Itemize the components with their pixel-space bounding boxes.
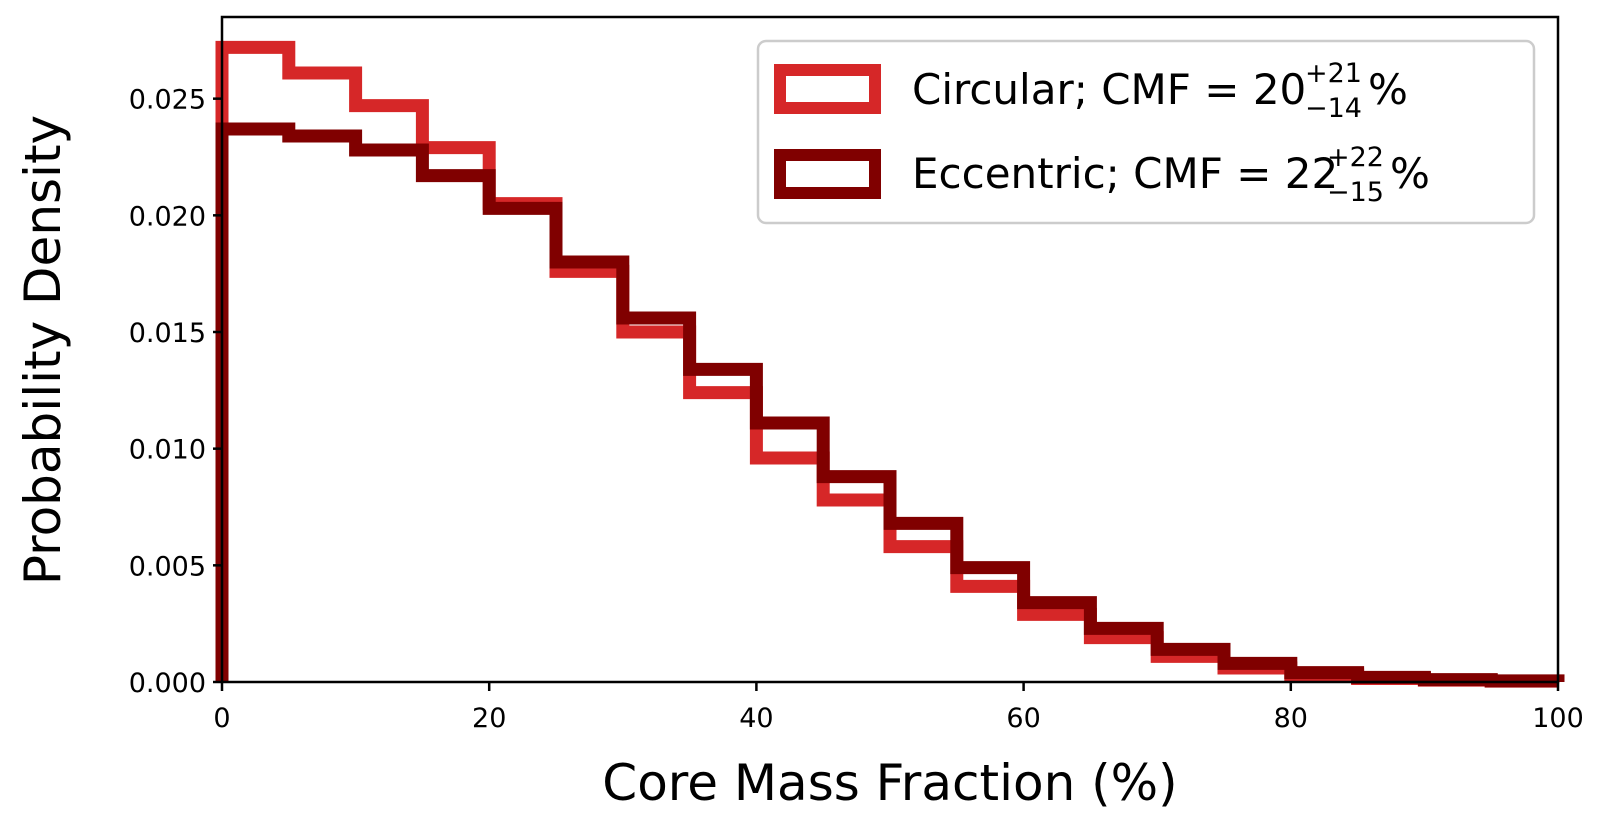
legend-swatch-eccentric	[774, 149, 881, 199]
y-tick-label: 0.010	[129, 435, 206, 466]
legend-sup-circular: +21	[1305, 58, 1362, 89]
series-layer	[215, 40, 1565, 688]
y-tick-label: 0.005	[129, 551, 206, 582]
legend-swatch-circular	[774, 64, 881, 114]
y-tick-label: 0.000	[129, 668, 206, 699]
y-axis-title: Probability Density	[14, 115, 72, 585]
y-tick-label: 0.025	[129, 85, 206, 116]
legend-sup-eccentric: +22	[1327, 142, 1384, 173]
y-tick-label: 0.015	[129, 318, 206, 349]
x-tick-label: 100	[1532, 703, 1584, 734]
x-axis-title: Core Mass Fraction (%)	[602, 754, 1177, 812]
x-tick-label: 40	[739, 703, 773, 734]
x-tick-label: 20	[472, 703, 506, 734]
legend-sub-circular: −14	[1305, 93, 1362, 124]
x-axis: 0 20 40 60 80 100	[213, 682, 1584, 734]
legend-sub-eccentric: −15	[1327, 177, 1384, 208]
legend-suffix-eccentric: %	[1390, 149, 1430, 198]
x-tick-label: 0	[213, 703, 230, 734]
legend-suffix-circular: %	[1368, 65, 1408, 114]
x-tick-label: 80	[1274, 703, 1308, 734]
y-axis: 0.000 0.005 0.010 0.015 0.020 0.025	[129, 85, 222, 699]
x-tick-label: 60	[1006, 703, 1040, 734]
legend-label-circular: Circular; CMF = 20	[912, 65, 1306, 114]
plot-frame	[220, 15, 1560, 684]
legend: Circular; CMF = 20 +21 −14 % Eccentric; …	[756, 39, 1536, 225]
y-tick-label: 0.020	[129, 201, 206, 232]
series-eccentric-step	[215, 122, 1565, 688]
legend-box	[756, 39, 1536, 225]
legend-label-eccentric: Eccentric; CMF = 22	[912, 149, 1338, 198]
